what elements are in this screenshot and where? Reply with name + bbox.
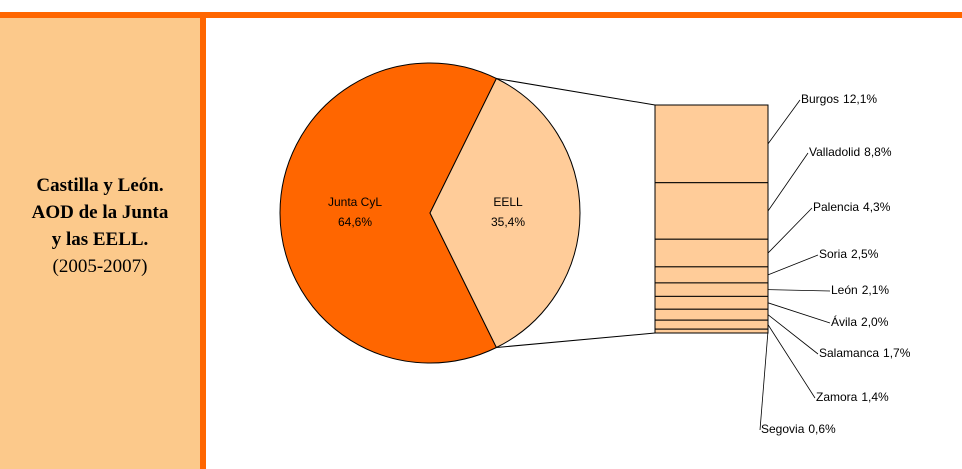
connector-line	[496, 78, 656, 106]
leader-line	[767, 99, 801, 145]
leader-line	[767, 289, 831, 292]
leader-line	[767, 152, 809, 212]
pie-slice	[429, 77, 581, 349]
segment-name: Segovia	[761, 422, 805, 436]
segment-label: Salamanca 1,7%	[819, 346, 911, 360]
bar-segment	[654, 319, 769, 330]
bar-segment	[654, 104, 769, 184]
segment-name: Valladolid	[809, 145, 860, 159]
segment-label: Burgos 12,1%	[801, 92, 877, 106]
segment-value-label: 2,5%	[851, 247, 879, 261]
segment-label: León 2,1%	[831, 283, 889, 297]
bar-segment	[654, 328, 769, 334]
bar-segment	[654, 266, 769, 284]
side-panel	[0, 18, 200, 469]
segment-label: Palencia 4,3%	[813, 200, 891, 214]
segment-name: Zamora	[816, 390, 858, 404]
segment-value-label: 8,8%	[864, 145, 892, 159]
side-text: Castilla y León. AOD de la Junta y las E…	[25, 172, 175, 280]
segment-name: Ávila	[831, 314, 857, 329]
slice-value-label: 64,6%	[338, 215, 372, 229]
bar-segment	[654, 238, 769, 268]
segment-value-label: 2,0%	[861, 315, 889, 329]
segment-name: Palencia	[813, 200, 859, 214]
segment-name: Salamanca	[819, 346, 879, 360]
divider-bar	[200, 18, 206, 469]
segment-label: Segovia 0,6%	[761, 422, 836, 436]
leader-line	[767, 324, 816, 399]
segment-label: Zamora 1,4%	[816, 390, 889, 404]
segment-name: León	[831, 283, 858, 297]
pie-slice	[279, 62, 498, 364]
bar-segment	[654, 295, 769, 310]
chart-title: Castilla y León. AOD de la Junta y las E…	[31, 175, 169, 250]
bar-segment	[654, 182, 769, 240]
connector-line	[496, 332, 656, 348]
slice-value-label: 35,4%	[491, 215, 525, 229]
segment-value-label: 1,7%	[883, 346, 911, 360]
bar-segment	[654, 282, 769, 297]
leader-line	[767, 314, 819, 355]
leader-line	[767, 207, 813, 254]
top-bar	[0, 12, 962, 18]
leader-line	[767, 254, 819, 276]
slice-label: Junta CyL	[328, 195, 382, 209]
chart-subtitle: (2005-2007)	[52, 256, 148, 277]
segment-name: Soria	[819, 247, 847, 261]
segment-label: Valladolid 8,8%	[809, 145, 892, 159]
leader-line	[767, 302, 831, 324]
leader-line	[759, 331, 769, 431]
segment-label: Ávila 2,0%	[831, 314, 889, 329]
segment-value-label: 4,3%	[863, 200, 891, 214]
segment-value-label: 0,6%	[808, 422, 836, 436]
slice-label: EELL	[493, 195, 523, 209]
segment-name: Burgos	[801, 92, 839, 106]
segment-value-label: 2,1%	[862, 283, 890, 297]
segment-label: Soria 2,5%	[819, 247, 879, 261]
segment-value-label: 1,4%	[861, 390, 889, 404]
segment-value-label: 12,1%	[843, 92, 877, 106]
bar-segment	[654, 308, 769, 321]
